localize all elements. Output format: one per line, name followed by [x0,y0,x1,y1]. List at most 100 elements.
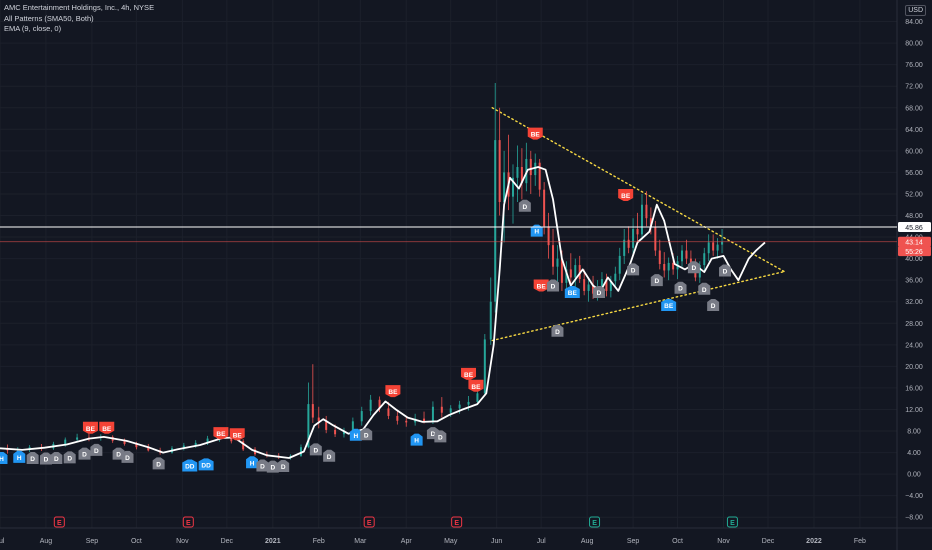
earnings-marker[interactable]: E [726,516,738,528]
indicator-all-patterns[interactable]: All Patterns (SMA50, Both) [4,13,94,23]
pattern-marker-label: D [54,456,59,463]
pattern-marker-label: D [692,265,697,272]
pattern-marker-doji[interactable]: D [90,443,103,456]
pattern-marker-doji[interactable]: D [63,451,76,464]
pattern-marker-doji[interactable]: D [277,460,290,473]
pattern-marker-bull[interactable]: DD [198,458,214,471]
pattern-marker-doji[interactable]: D [309,443,322,456]
pattern-marker-doji[interactable]: D [50,451,63,464]
pattern-marker-label: D [67,455,72,462]
pattern-marker-shape [592,286,605,299]
pattern-marker-doji[interactable]: D [360,428,373,441]
candle-body [636,228,639,235]
pattern-marker-bear[interactable]: BE [99,421,115,434]
pattern-marker-doji[interactable]: D [547,279,560,292]
pattern-marker-bull[interactable]: DD [182,459,198,472]
candle-body [123,440,126,444]
pattern-marker-shape [518,199,531,212]
pattern-marker-doji[interactable]: D [650,274,663,287]
pattern-marker-doji[interactable]: D [39,452,52,465]
x-tick-label: Mar [354,538,367,545]
pattern-marker-doji[interactable]: D [698,282,711,295]
pattern-marker-label: D [270,465,275,472]
pattern-marker-doji[interactable]: D [434,430,447,443]
candle-body [681,250,684,262]
symbol-title[interactable]: AMC Entertainment Holdings, Inc., 4h, NY… [4,3,155,12]
pattern-marker-doji[interactable]: D [592,286,605,299]
pattern-marker-doji[interactable]: D [627,263,640,276]
pattern-marker-doji[interactable]: D [674,281,687,294]
pattern-marker-doji[interactable]: D [256,459,269,472]
earnings-marker-box [451,516,463,528]
pattern-marker-shape [434,430,447,443]
earnings-marker[interactable]: E [182,516,194,528]
candle-body [703,253,706,266]
candle-body [483,339,486,394]
pattern-marker-shape [650,274,663,287]
candle-body [467,401,470,405]
pattern-marker-doji[interactable]: D [78,447,91,460]
pattern-marker-shape [0,451,8,464]
pattern-marker-bear[interactable]: BE [533,279,549,292]
earnings-marker[interactable]: E [363,516,375,528]
pattern-marker-doji[interactable]: D [719,264,732,277]
pattern-marker-doji[interactable]: D [152,457,165,470]
y-tick-label: 12.00 [905,407,923,414]
pattern-marker-label: BE [464,372,474,379]
candle-body [476,393,479,402]
earnings-marker[interactable]: E [451,516,463,528]
ema-polyline [0,166,766,459]
x-tick-label: Oct [672,538,683,545]
pattern-marker-doji[interactable]: D [687,261,700,274]
candle-body [583,279,586,291]
pattern-marker-bull[interactable]: H [349,428,362,441]
pattern-marker-bull[interactable]: H [530,224,543,237]
pattern-marker-bear[interactable]: BE [618,189,634,202]
time-axis[interactable]: Jul Aug Sep Oct Nov Dec 2021 Feb Mar Apr May Jun Jul… [0,527,932,545]
pattern-marker-label: D [30,456,35,463]
pattern-marker-bear[interactable]: BE [385,385,401,398]
candle-body [556,258,559,267]
indicator-ema[interactable]: EMA (9, close, 0) [4,24,62,33]
candle-body [632,228,635,248]
pattern-marker-bull[interactable]: H [410,433,423,446]
pattern-marker-bull[interactable]: H [246,456,259,469]
pattern-marker-doji[interactable]: D [121,450,134,463]
pattern-marker-doji[interactable]: D [266,460,279,473]
pattern-marker-doji[interactable]: D [518,199,531,212]
pattern-marker-bull[interactable]: BE [564,286,580,299]
pattern-marker-bear[interactable]: BE [229,428,245,441]
pattern-marker-bear[interactable]: BE [461,367,477,380]
x-tick-label: Nov [176,538,189,545]
earnings-marker[interactable]: E [53,516,65,528]
pattern-marker-label: BE [102,426,112,433]
pattern-marker-bull[interactable]: H [0,451,8,464]
pattern-marker-shape [707,298,720,311]
pattern-marker-bull[interactable]: H [13,450,26,463]
pattern-marker-bull[interactable]: BE [661,298,677,311]
pattern-marker-shape [121,450,134,463]
currency-badge[interactable]: USD [905,5,926,16]
pattern-marker-label: H [414,438,419,445]
pattern-marker-doji[interactable]: D [551,324,564,337]
candle-body [534,162,537,176]
pattern-marker-bear[interactable]: BE [527,127,543,140]
pattern-marker-doji[interactable]: D [323,449,336,462]
pattern-marker-doji[interactable]: D [707,298,720,311]
earnings-marker-box [589,516,601,528]
candle-body [587,284,590,291]
pattern-marker-doji[interactable]: D [26,451,39,464]
pattern-marker-shape [63,451,76,464]
pattern-marker-bear[interactable]: BE [82,421,98,434]
x-tick-label: May [444,538,458,545]
earnings-marker[interactable]: E [589,516,601,528]
candle-body [64,439,67,444]
y-tick-label: 8.00 [907,429,921,436]
pattern-marker-bear[interactable]: BE [213,427,229,440]
candle-body [494,140,497,302]
price-label: 45.86 [905,225,923,232]
pattern-marker-bear[interactable]: BE [468,379,484,392]
